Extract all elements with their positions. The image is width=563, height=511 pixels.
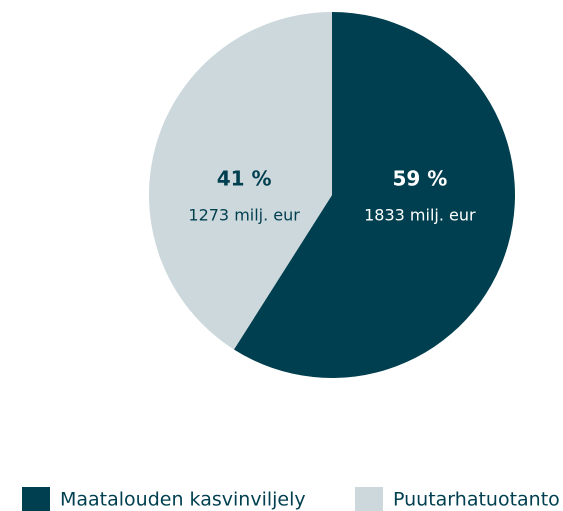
pie-slice bbox=[233, 12, 515, 378]
legend-label: Puutarhatuotanto bbox=[393, 489, 560, 511]
value-label: 41 % bbox=[217, 167, 272, 191]
legend-label: Maatalouden kasvinviljely bbox=[60, 489, 306, 511]
legend-swatch bbox=[22, 487, 50, 511]
amount-label: 1273 milj. eur bbox=[188, 206, 300, 225]
value-label: 59 % bbox=[392, 167, 447, 191]
amount-label: 1833 milj. eur bbox=[364, 206, 476, 225]
legend-swatch bbox=[355, 487, 383, 511]
pie-slice bbox=[149, 12, 332, 350]
